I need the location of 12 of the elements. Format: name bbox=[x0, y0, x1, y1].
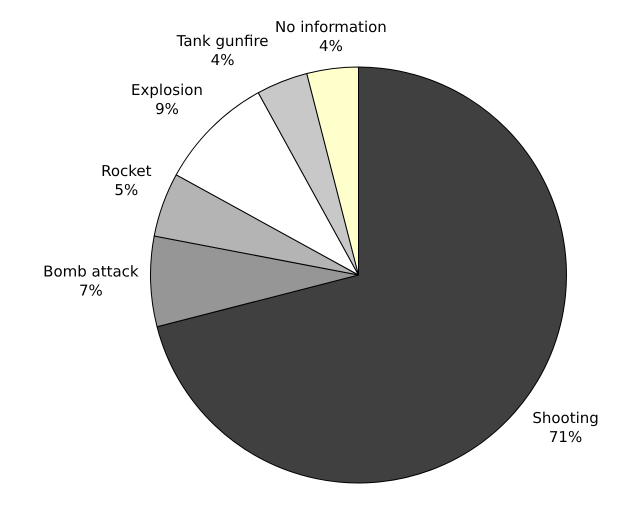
slice-label: Rocket bbox=[101, 162, 152, 180]
slice-label: No information bbox=[275, 18, 387, 36]
data-label: 5% bbox=[114, 180, 138, 199]
slice-label: Explosion bbox=[131, 80, 203, 99]
data-label: 4% bbox=[319, 37, 343, 56]
slice-label: Bomb attack bbox=[43, 262, 139, 280]
data-label: 71% bbox=[548, 428, 582, 446]
slice-label: Shooting bbox=[532, 409, 599, 428]
data-label: 9% bbox=[155, 100, 179, 118]
data-label: 4% bbox=[210, 50, 234, 69]
data-label: 7% bbox=[78, 281, 103, 300]
slice-label: Tank gunfire bbox=[176, 32, 269, 50]
